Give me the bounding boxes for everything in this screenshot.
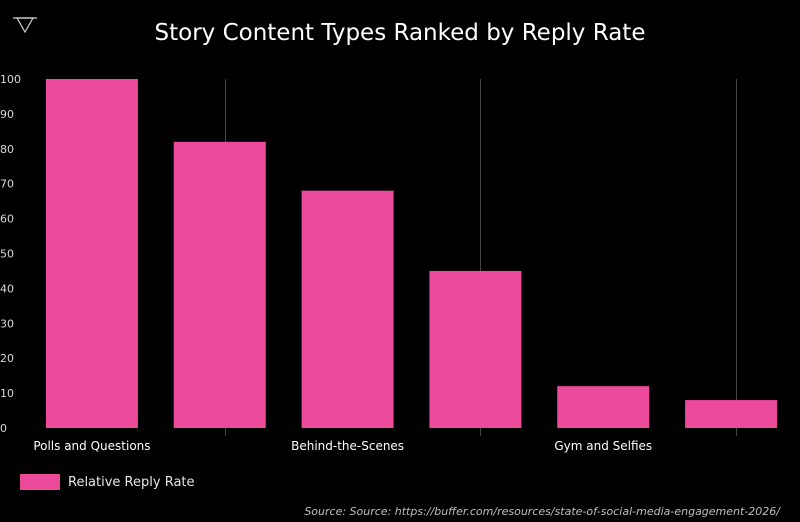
bar bbox=[173, 141, 266, 428]
y-tick-label: 80 bbox=[0, 143, 14, 156]
y-tick-label: 0 bbox=[0, 422, 7, 435]
bar bbox=[429, 270, 522, 428]
x-tick-label: Polls and Questions bbox=[33, 439, 150, 453]
legend-label: Relative Reply Rate bbox=[68, 474, 195, 490]
bar bbox=[685, 400, 778, 428]
triangle-logo-icon bbox=[13, 17, 37, 34]
y-tick-label: 70 bbox=[0, 178, 14, 191]
y-tick-label: 20 bbox=[0, 352, 14, 365]
x-tick-label: Gym and Selfies bbox=[554, 439, 652, 453]
bar-chart: 0 10 20 30 40 50 60 70 80 90 100 Polls and Question… bbox=[0, 73, 778, 453]
bar bbox=[301, 190, 394, 428]
y-tick-label: 10 bbox=[0, 387, 14, 400]
chart-title: Story Content Types Ranked by Reply Rate bbox=[154, 20, 646, 46]
bar bbox=[557, 386, 650, 428]
y-tick-label: 30 bbox=[0, 317, 14, 330]
bar bbox=[45, 79, 138, 428]
y-tick-label: 90 bbox=[0, 108, 14, 121]
legend: Relative Reply Rate bbox=[20, 474, 195, 490]
x-tick-label: Behind-the-Scenes bbox=[291, 439, 404, 453]
y-tick-label: 100 bbox=[0, 73, 21, 86]
source-note: Source: Source: https://buffer.com/resou… bbox=[304, 505, 780, 518]
y-tick-label: 40 bbox=[0, 282, 14, 295]
y-tick-label: 60 bbox=[0, 213, 14, 226]
y-tick-label: 50 bbox=[0, 248, 14, 261]
legend-swatch bbox=[20, 474, 60, 490]
